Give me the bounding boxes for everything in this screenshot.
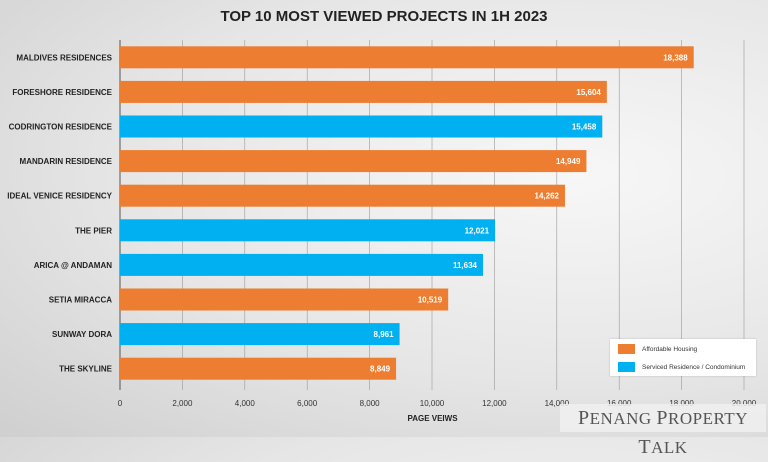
bar [120, 219, 496, 242]
x-axis-label: PAGE VEIWS [407, 414, 458, 423]
legend-swatch [618, 362, 635, 372]
watermark-logo: PENANG PROPERTY TALK [560, 404, 766, 458]
data-label: 18,388 [663, 53, 688, 62]
bar [120, 253, 483, 276]
legend-item-serviced: Serviced Residence / Condominium [610, 359, 756, 375]
category-label: THE PIER [75, 226, 112, 235]
bar [120, 288, 449, 311]
bar [120, 323, 400, 346]
data-label: 15,604 [576, 88, 601, 97]
category-label: IDEAL VENICE RESIDENCY [7, 192, 112, 201]
bar [120, 150, 587, 173]
category-label: MANDARIN RESIDENCE [20, 157, 113, 166]
bar [120, 46, 694, 69]
bar-chart: 0 2,000 4,000 6,000 8,000 10,000 12,000 14,000 1… [7, 40, 757, 408]
category-label: ARICA @ ANDAMAN [34, 261, 113, 270]
data-label: 14,949 [556, 157, 581, 166]
category-label: CODRINGTON RESIDENCE [9, 123, 113, 132]
data-label: 10,519 [418, 296, 443, 305]
data-label: 14,262 [535, 192, 560, 201]
bar [120, 115, 603, 138]
x-tick-label: 6,000 [297, 399, 318, 408]
bar [120, 80, 607, 103]
category-label: SUNWAY DORA [52, 330, 112, 339]
legend-label: Affordable Housing [642, 345, 698, 353]
legend-swatch [618, 344, 635, 354]
x-tick-label: 20,000 [732, 399, 757, 408]
x-tick-label: 16,000 [607, 399, 632, 408]
data-label: 8,961 [374, 330, 395, 339]
bar [120, 357, 397, 380]
bar [120, 184, 565, 207]
legend: Affordable Housing Serviced Residence / … [610, 339, 756, 376]
data-label: 11,634 [453, 261, 478, 270]
category-label: SETIA MIRACCA [49, 296, 112, 305]
x-tick-label: 2,000 [172, 399, 193, 408]
x-tick-label: 18,000 [669, 399, 694, 408]
data-label: 12,021 [465, 226, 490, 235]
x-tick-label: 10,000 [420, 399, 445, 408]
x-tick-label: 4,000 [235, 399, 256, 408]
category-label: THE SKYLINE [59, 365, 113, 374]
legend-label: Serviced Residence / Condominium [642, 363, 746, 371]
chart-title: TOP 10 MOST VIEWED PROJECTS IN 1H 2023 [220, 8, 548, 25]
x-tick-label: 0 [118, 399, 123, 408]
legend-item-affordable: Affordable Housing [610, 341, 756, 357]
x-tick-label: 14,000 [545, 399, 570, 408]
category-label: MALDIVES RESIDENCES [16, 53, 112, 62]
data-label: 8,849 [370, 365, 391, 374]
category-label: FORESHORE RESIDENCE [12, 88, 112, 97]
x-tick-label: 12,000 [482, 399, 507, 408]
x-tick-label: 8,000 [360, 399, 381, 408]
data-label: 15,458 [572, 123, 597, 132]
